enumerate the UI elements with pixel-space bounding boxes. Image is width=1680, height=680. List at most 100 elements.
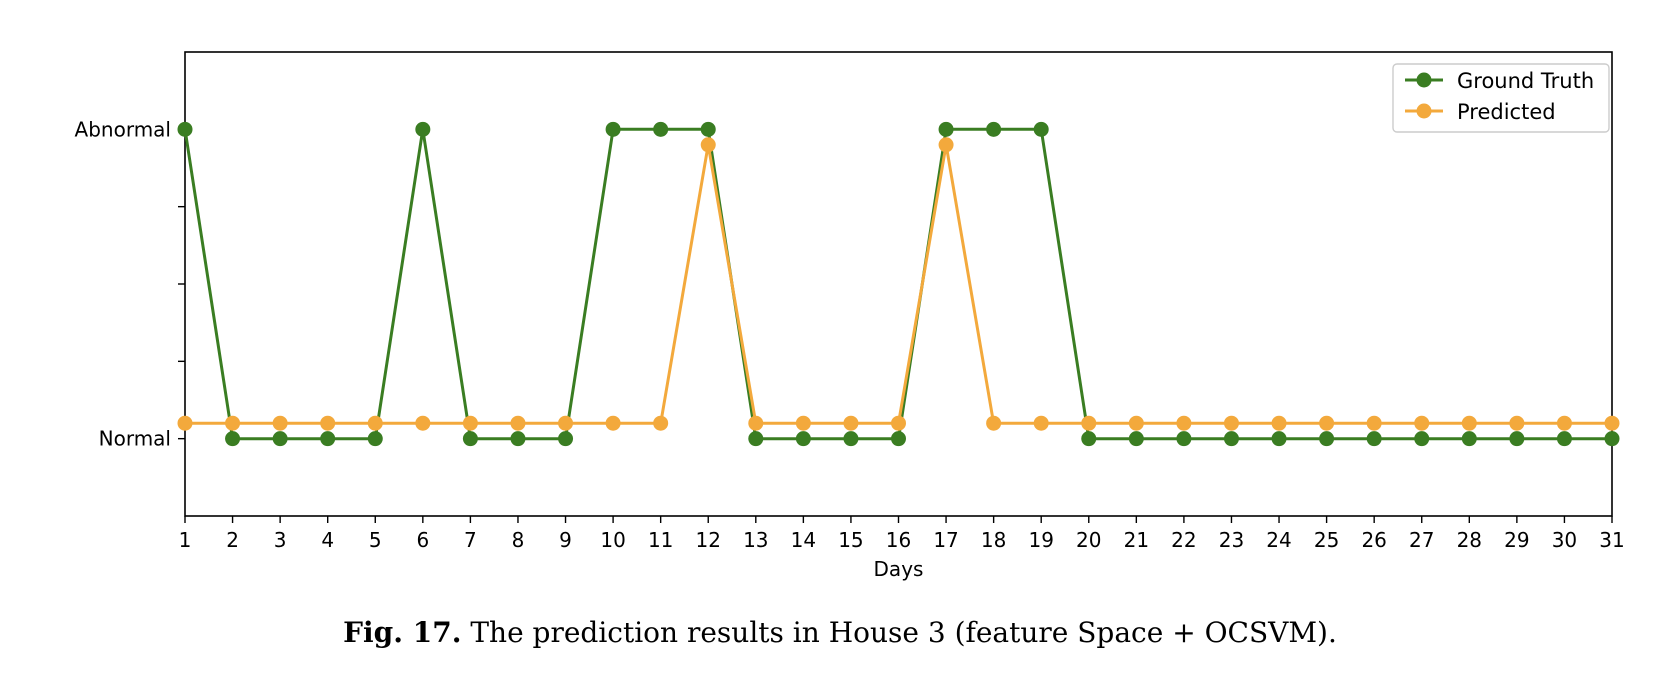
data-point-ground-truth [891,431,906,447]
data-point-ground-truth [1271,431,1287,447]
x-tick-label: 27 [1409,528,1434,552]
data-point-ground-truth [843,431,859,447]
y-tick-label: Abnormal [75,117,171,141]
data-point-predicted [1604,415,1620,431]
data-point-predicted [891,415,906,431]
x-tick-label: 29 [1504,528,1529,552]
x-tick-label: 25 [1314,528,1339,552]
data-point-ground-truth [1414,431,1430,447]
data-point-predicted [843,415,859,431]
x-tick-label: 1 [179,528,192,552]
data-point-ground-truth [1509,431,1525,447]
data-point-ground-truth [795,431,811,447]
x-tick-label: 31 [1599,528,1624,552]
data-point-predicted [367,415,383,431]
data-point-ground-truth [1033,121,1049,137]
data-point-predicted [700,137,716,153]
data-point-ground-truth [748,431,764,447]
data-point-ground-truth [462,431,478,447]
x-tick-label: 11 [648,528,673,552]
data-point-ground-truth [415,121,431,137]
legend-label: Predicted [1457,100,1556,124]
data-point-ground-truth [272,431,288,447]
legend-label: Ground Truth [1457,69,1594,93]
x-tick-label: 16 [886,528,911,552]
x-tick-label: 9 [559,528,572,552]
data-point-ground-truth [367,431,383,447]
figure-caption: Fig. 17. The prediction results in House… [0,616,1680,649]
data-point-predicted [795,415,811,431]
data-point-predicted [986,415,1002,431]
data-point-ground-truth [700,121,716,137]
data-point-predicted [1081,415,1097,431]
x-tick-label: 10 [600,528,625,552]
data-point-ground-truth [225,431,241,447]
data-point-predicted [177,415,193,431]
data-point-ground-truth [605,121,621,137]
x-tick-label: 24 [1266,528,1291,552]
x-tick-label: 30 [1552,528,1577,552]
x-tick-label: 18 [981,528,1006,552]
x-tick-label: 20 [1076,528,1101,552]
x-tick-label: 4 [321,528,334,552]
data-point-ground-truth [1319,431,1335,447]
data-point-ground-truth [1081,431,1097,447]
figure-caption-label: Fig. 17. [343,616,462,649]
data-point-ground-truth [1223,431,1239,447]
data-point-ground-truth [510,431,526,447]
data-point-predicted [558,415,574,431]
x-tick-label: 28 [1457,528,1482,552]
x-tick-label: 2 [226,528,239,552]
data-point-ground-truth [1604,431,1620,447]
x-tick-label: 15 [838,528,863,552]
data-point-ground-truth [1461,431,1477,447]
y-tick-label: Normal [99,427,171,451]
data-point-predicted [462,415,478,431]
data-point-predicted [1128,415,1144,431]
x-tick-label: 14 [791,528,816,552]
x-axis-title: Days [874,557,924,581]
x-tick-label: 12 [696,528,721,552]
data-point-ground-truth [1366,431,1382,447]
x-tick-label: 13 [743,528,768,552]
data-point-predicted [1319,415,1335,431]
data-point-ground-truth [177,121,193,137]
data-point-ground-truth [320,431,336,447]
data-point-predicted [1033,415,1049,431]
x-tick-label: 21 [1124,528,1149,552]
series-line-ground-truth [183,127,1612,441]
legend-marker [1416,103,1432,119]
data-point-predicted [272,415,288,431]
data-point-predicted [510,415,526,431]
legend-box [1392,63,1610,133]
data-point-predicted [225,415,241,431]
data-point-predicted [605,415,621,431]
x-tick-label: 6 [416,528,429,552]
data-point-predicted [1176,415,1192,431]
data-point-ground-truth [653,121,669,137]
data-point-predicted [1461,415,1477,431]
x-tick-label: 17 [933,528,958,552]
data-point-predicted [415,415,431,431]
x-tick-label: 8 [512,528,525,552]
data-point-predicted [320,415,336,431]
data-point-predicted [748,415,764,431]
data-point-predicted [1223,415,1239,431]
figure-caption-text: The prediction results in House 3 (featu… [470,616,1337,649]
data-point-predicted [1366,415,1382,431]
x-tick-label: 3 [274,528,287,552]
data-point-ground-truth [558,431,574,447]
x-tick-label: 19 [1028,528,1053,552]
x-tick-label: 26 [1361,528,1386,552]
data-point-ground-truth [1176,431,1192,447]
x-tick-label: 7 [464,528,477,552]
x-tick-label: 5 [369,528,382,552]
data-point-predicted [1556,415,1572,431]
data-point-predicted [1509,415,1525,431]
x-tick-label: 23 [1219,528,1244,552]
data-point-ground-truth [1128,431,1144,447]
data-point-ground-truth [986,121,1002,137]
legend-marker [1416,72,1432,88]
